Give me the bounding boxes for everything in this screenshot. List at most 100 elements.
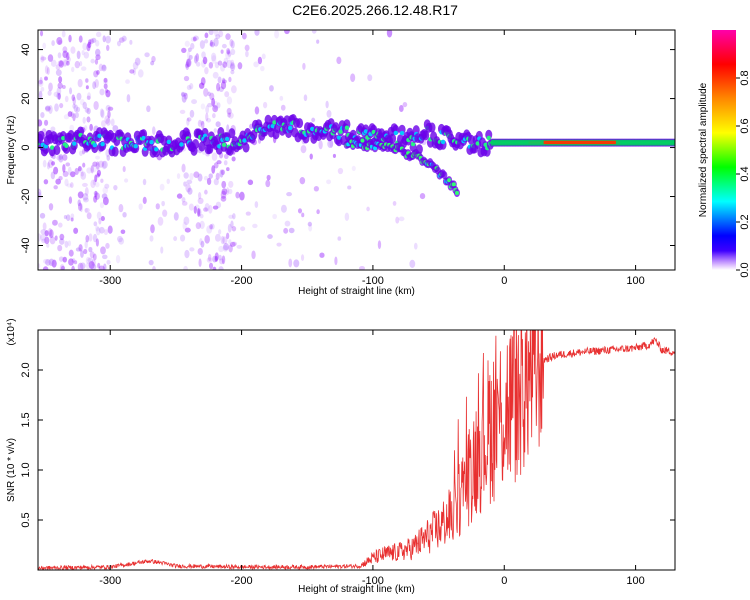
ridge-blob [111,146,119,157]
noise-blob [82,193,89,201]
noise-blob [222,236,228,245]
noise-blob [199,40,205,49]
noise-blob [219,169,224,178]
noise-blob [190,36,196,42]
noise-blob [186,117,190,126]
noise-blob [73,260,78,265]
ridge-core [64,143,69,149]
ridge-core [221,142,227,147]
noise-blob [226,49,231,55]
noise-blob [94,174,98,183]
noise-blob [230,59,235,67]
noise-blob [129,69,135,74]
noise-blob [235,191,240,199]
noise-blob [95,40,100,47]
noise-blob [230,63,235,70]
noise-blob [186,117,192,122]
noise-blob [209,92,215,101]
noise-blob [197,173,203,182]
noise-blob [40,56,47,61]
noise-blob [71,94,76,102]
spectrogram-marks [38,30,675,270]
noise-blob [68,249,74,257]
noise-blob [89,38,94,45]
noise-blob [107,106,114,111]
noise-blob [80,250,84,258]
noise-blob [336,56,342,65]
ridge-core [440,139,446,145]
noise-blob [181,196,186,203]
noise-blob [86,167,92,174]
noise-blob [206,118,212,123]
noise-blob [104,183,110,189]
noise-blob [41,238,47,244]
noise-blob [113,184,118,191]
noise-blob [134,57,141,66]
noise-blob [279,95,284,101]
noise-blob [200,240,205,248]
noise-blob [102,254,108,260]
noise-blob [71,66,75,73]
noise-blob [181,201,188,206]
noise-blob [50,59,57,67]
noise-blob [120,229,126,235]
noise-blob [65,214,71,222]
noise-blob [221,255,226,265]
ridge-core [475,141,480,146]
noise-blob [92,81,97,90]
noise-blob [118,204,124,213]
noise-blob [79,203,83,213]
noise-blob [110,118,115,127]
ridge-core [72,141,77,146]
noise-blob [59,102,64,109]
noise-blob [220,195,227,202]
noise-blob [88,39,92,45]
noise-blob [334,256,338,266]
noise-blob [124,178,129,183]
noise-blob [85,256,91,265]
noise-blob [251,250,256,260]
x-tick-label: -100 [362,275,384,287]
noise-blob [151,55,156,63]
noise-blob [413,242,418,250]
noise-blob [94,192,100,200]
noise-blob [142,196,147,205]
noise-blob [40,229,47,235]
noise-blob [87,92,92,100]
noise-blob [212,255,217,263]
noise-blob [142,178,147,186]
noise-blob [101,160,108,169]
noise-blob [58,222,63,228]
ridge-blob [389,133,397,144]
noise-blob [78,35,83,43]
ridge-blob [53,145,61,156]
noise-blob [75,106,81,113]
noise-blob [62,256,68,263]
noise-blob [68,196,73,204]
noise-blob [92,253,97,261]
noise-blob [58,60,64,68]
y-tick-label: -40 [20,238,32,254]
noise-blob [56,37,63,45]
noise-blob [267,234,273,239]
noise-blob [44,76,48,81]
noise-blob [40,55,45,63]
noise-blob [350,73,356,82]
noise-blob [162,209,168,217]
noise-blob [181,47,187,53]
noise-blob [205,112,209,122]
noise-blob [86,107,91,115]
noise-blob [254,30,260,36]
noise-blob [82,116,86,124]
noise-blob [52,219,58,226]
y-tick-label: 0 [20,144,32,150]
noise-blob [207,91,211,97]
noise-blob [68,258,74,266]
noise-blob [79,150,83,156]
noise-blob [62,170,69,177]
ridge-blob [428,122,436,133]
noise-blob [112,125,119,132]
noise-blob [161,200,165,207]
noise-blob [70,171,76,178]
noise-blob [254,201,259,208]
